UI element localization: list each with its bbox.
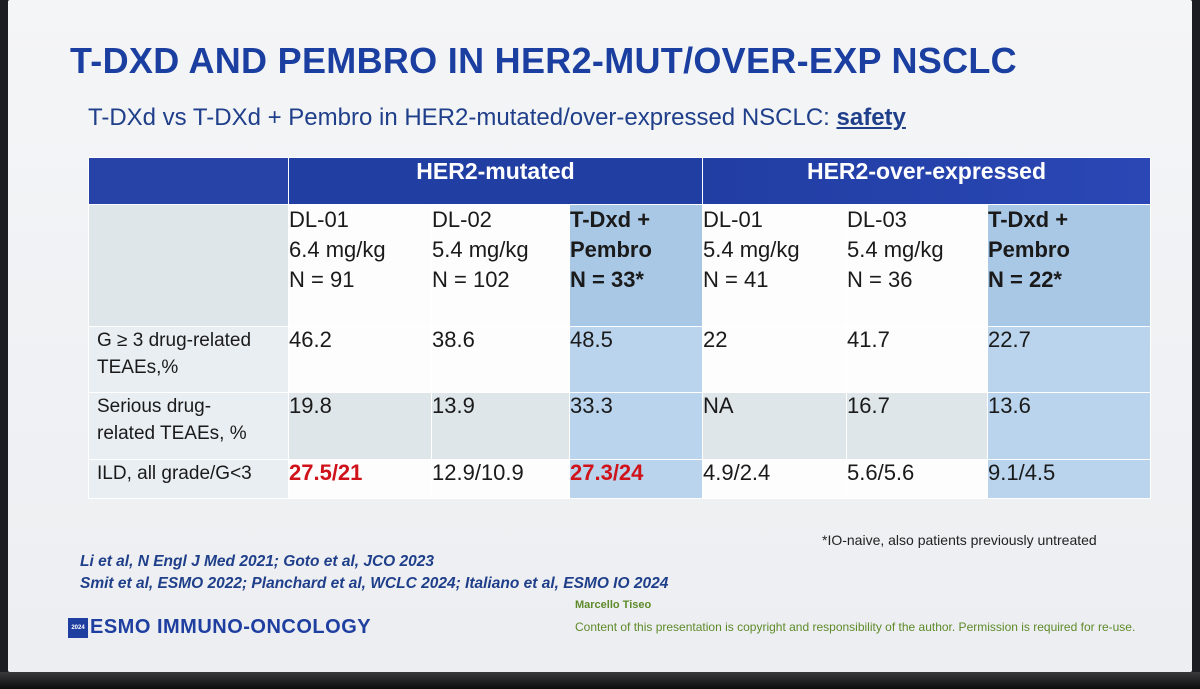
group-header-her2-over-expressed: HER2-over-expressed <box>701 157 1152 205</box>
column-header: DL-01 5.4 mg/kg N = 41 <box>702 204 847 327</box>
group-header-row: HER2-mutated HER2-over-expressed <box>88 157 1152 205</box>
table-cell-highlight: 27.5/21 <box>288 459 432 499</box>
column-header-line3: N = 102 <box>432 267 510 292</box>
table-cell: 13.6 <box>986 392 1152 460</box>
column-header-line2: Pembro <box>988 237 1070 262</box>
table-row: Serious drug-related TEAEs, % 19.8 13.9 … <box>88 392 1152 460</box>
table-cell: 41.7 <box>846 326 988 393</box>
esmo-logo: 2024 ESMO IMMUNO-ONCOLOGY <box>68 616 371 639</box>
table-cell: 33.3 <box>569 392 703 460</box>
table-row: ILD, all grade/G<3 27.5/21 12.9/10.9 27.… <box>88 459 1152 499</box>
table-cell: NA <box>702 392 847 460</box>
row-label-line1: G ≥ 3 drug-related <box>97 330 252 351</box>
logo-year-badge: 2024 <box>68 617 88 638</box>
table-cell: 19.8 <box>288 392 432 460</box>
reference-line: Smit et al, ESMO 2022; Planchard et al, … <box>80 575 669 592</box>
table-footnote: *IO-naive, also patients previously untr… <box>822 532 1097 548</box>
column-header-line1: T-Dxd + <box>988 207 1069 232</box>
column-header-line2: 5.4 mg/kg <box>432 237 529 262</box>
column-header-line3: N = 41 <box>703 267 769 292</box>
column-header-line3: N = 36 <box>847 267 913 292</box>
table-cell: 16.7 <box>846 392 988 460</box>
row-label: ILD, all grade/G<3 <box>88 459 289 499</box>
table-cell: 4.9/2.4 <box>702 459 847 499</box>
column-header: DL-02 5.4 mg/kg N = 102 <box>431 204 570 327</box>
table-cell: 22.7 <box>986 326 1152 393</box>
table-cell: 38.6 <box>431 326 570 393</box>
column-header-line1: T-Dxd + <box>570 207 651 232</box>
table-cell: 12.9/10.9 <box>431 459 570 499</box>
table-row: G ≥ 3 drug-related TEAEs,% 46.2 38.6 48.5… <box>88 326 1152 393</box>
row-label-line1: ILD, all grade/G<3 <box>97 463 252 484</box>
copyright-notice: Content of this presentation is copyrigh… <box>575 620 1136 634</box>
row-label: Serious drug-related TEAEs, % <box>88 392 289 460</box>
dose-row-label <box>88 204 289 327</box>
dose-row: DL-01 6.4 mg/kg N = 91 DL-02 5.4 mg/kg N = 1… <box>88 204 1152 327</box>
column-header: T-Dxd + Pembro N = 33* <box>569 204 703 327</box>
column-header-line1: DL-01 <box>289 207 349 232</box>
references: Li et al, N Engl J Med 2021; Goto et al,… <box>80 551 668 595</box>
column-header-line1: DL-02 <box>432 207 492 232</box>
slide-title: T-DXD AND PEMBRO IN HER2-MUT/OVER-EXP NS… <box>70 40 1017 81</box>
author-name: Marcello Tiseo <box>575 599 652 611</box>
empty-header-cell <box>88 157 289 205</box>
column-header-line2: 6.4 mg/kg <box>289 237 386 262</box>
column-header: T-Dxd + Pembro N = 22* <box>986 204 1152 327</box>
column-header: DL-03 5.4 mg/kg N = 36 <box>846 204 988 327</box>
safety-table: HER2-mutated HER2-over-expressed DL-01 6.… <box>88 157 1152 499</box>
reference-line: Li et al, N Engl J Med 2021; Goto et al,… <box>80 553 435 570</box>
table-cell: 9.1/4.5 <box>986 459 1152 499</box>
row-label: G ≥ 3 drug-related TEAEs,% <box>88 326 289 393</box>
column-header-line2: 5.4 mg/kg <box>847 237 944 262</box>
row-label-line2: related TEAEs, % <box>97 423 247 444</box>
table-cell: 46.2 <box>288 326 432 393</box>
column-header-line1: DL-01 <box>703 207 763 232</box>
column-header: DL-01 6.4 mg/kg N = 91 <box>288 204 432 327</box>
slide: T-DXD AND PEMBRO IN HER2-MUT/OVER-EXP NS… <box>8 0 1192 672</box>
table-cell: 22 <box>702 326 847 393</box>
subtitle-text: T-DXd vs T-DXd + Pembro in HER2-mutated/… <box>88 104 837 131</box>
table-cell: 48.5 <box>569 326 703 393</box>
column-header-line2: 5.4 mg/kg <box>703 237 800 262</box>
column-header-line1: DL-03 <box>847 207 907 232</box>
subtitle-emphasis: safety <box>836 104 906 131</box>
column-header-line3: N = 33* <box>570 267 644 292</box>
row-label-line2: TEAEs,% <box>97 357 179 378</box>
table-cell: 5.6/5.6 <box>846 459 988 499</box>
row-label-line1: Serious drug- <box>97 396 212 417</box>
logo-brand-text: ESMO IMMUNO-ONCOLOGY <box>90 616 372 638</box>
screen-bottom-edge <box>0 672 1200 689</box>
group-header-her2-mutated: HER2-mutated <box>288 157 703 205</box>
column-header-line3: N = 22* <box>988 267 1062 292</box>
column-header-line3: N = 91 <box>289 267 355 292</box>
table-cell: 13.9 <box>431 392 570 460</box>
table-cell-highlight: 27.3/24 <box>569 459 703 499</box>
column-header-line2: Pembro <box>570 237 652 262</box>
slide-subtitle: T-DXd vs T-DXd + Pembro in HER2-mutated/… <box>88 104 1188 132</box>
